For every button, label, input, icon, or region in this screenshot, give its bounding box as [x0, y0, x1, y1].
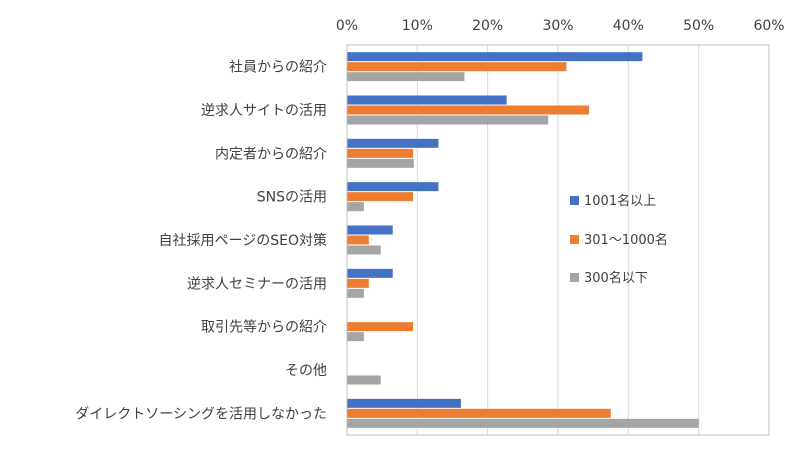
bar [347, 268, 393, 278]
bar [347, 408, 611, 418]
category-label: SNSの活用 [257, 190, 327, 206]
bar [347, 115, 549, 125]
x-tick-label: 40% [613, 18, 644, 34]
bar [347, 278, 369, 288]
category-label: 逆求人セミナーの活用 [187, 276, 327, 292]
bar [347, 192, 414, 202]
category-label: ダイレクトソーシングを活用しなかった [75, 406, 327, 422]
legend: 1001名以上 301～1000名 300名以下 [570, 193, 668, 286]
legend-label: 300名以下 [584, 270, 648, 286]
bar [347, 245, 381, 255]
legend-swatch [570, 235, 579, 244]
axes [346, 44, 770, 436]
bar [347, 52, 643, 62]
bar [347, 72, 465, 82]
bar [347, 332, 364, 342]
x-tick-label: 60% [753, 18, 784, 34]
legend-swatch [570, 196, 579, 205]
bar [347, 202, 364, 212]
category-label: 逆求人サイトの活用 [201, 103, 327, 119]
bars [347, 52, 699, 428]
bar [347, 322, 414, 332]
x-tick-label: 50% [683, 18, 714, 34]
bar [347, 138, 439, 148]
x-tick-label: 10% [402, 18, 433, 34]
bar [347, 398, 461, 408]
x-tick-label: 20% [472, 18, 503, 34]
legend-label: 1001名以上 [584, 193, 656, 209]
category-label: 自社採用ページのSEO対策 [159, 232, 327, 249]
bar [347, 418, 699, 428]
category-label: 取引先等からの紹介 [201, 319, 327, 336]
bar [347, 225, 393, 235]
labels: 0% 10% 20% 30% 40% 50% 60% 社員からの紹介逆求人サイトの活用内定者か… [75, 18, 784, 422]
legend-swatch [570, 273, 579, 282]
bar [347, 62, 567, 72]
category-label: その他 [285, 363, 327, 379]
bar [347, 158, 414, 168]
bar [347, 375, 381, 385]
x-tick-label: 30% [542, 18, 573, 34]
bar [347, 105, 589, 115]
bar [347, 148, 414, 158]
legend-label: 301～1000名 [584, 232, 668, 248]
category-label: 社員からの紹介 [229, 60, 327, 76]
category-label: 内定者からの紹介 [215, 146, 327, 162]
bar [347, 182, 439, 192]
bar [347, 288, 364, 298]
x-tick-label: 0% [336, 18, 358, 34]
bar [347, 235, 369, 245]
bar [347, 95, 507, 105]
